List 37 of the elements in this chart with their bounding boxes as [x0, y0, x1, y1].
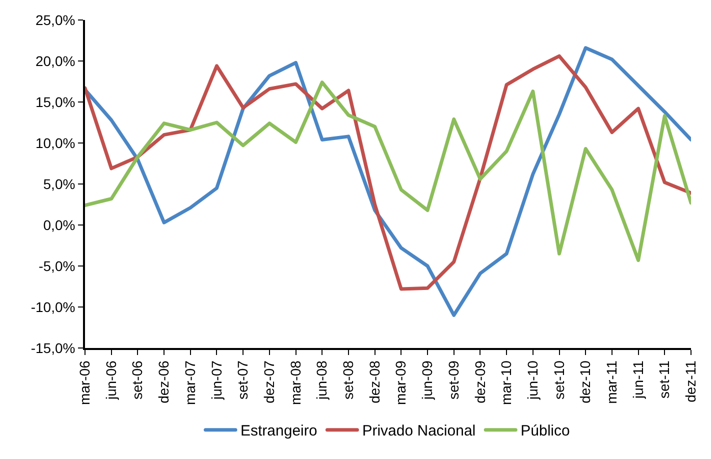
y-tick-label: 15,0%	[35, 94, 76, 110]
x-tick-label: dez-07	[260, 360, 277, 404]
x-tick-label: jun-07	[208, 360, 224, 401]
line-series	[85, 80, 691, 262]
y-tick-label: 10,0%	[35, 134, 76, 151]
x-tick-label: jun-08	[314, 360, 330, 401]
x-tick-label: mar-07	[182, 360, 198, 405]
x-tick-label: set-10	[550, 360, 567, 400]
legend-label: Estrangeiro	[240, 422, 318, 440]
x-tick-label: dez-11	[682, 360, 699, 402]
x-tick-label: set-11	[656, 360, 672, 398]
x-tick-label: dez-06	[156, 360, 172, 404]
y-tick-label: 0,0%	[43, 216, 76, 233]
x-tick-label: dez-09	[472, 360, 488, 404]
x-tick-label: mar-11	[604, 360, 620, 404]
x-tick-label: jun-11	[630, 360, 646, 400]
y-tick-label: -5,0%	[38, 258, 76, 274]
y-tick-label: 20,0%	[35, 52, 76, 69]
x-tick-label: jun-06	[102, 360, 119, 401]
x-tick-label: dez-08	[366, 360, 382, 404]
legend-label: Privado Nacional	[362, 422, 476, 440]
y-tick-label: 25,0%	[35, 12, 76, 28]
y-tick-label: -15,0%	[30, 340, 76, 356]
x-tick-label: set-08	[340, 360, 356, 400]
x-tick-label: mar-06	[76, 360, 93, 405]
x-tick-label: mar-08	[287, 360, 304, 405]
x-tick-label: set-06	[129, 360, 146, 400]
x-tick-label: dez-10	[577, 360, 594, 404]
x-tick-label: set-09	[445, 360, 462, 400]
y-tick-label: 5,0%	[43, 176, 76, 192]
x-tick-label: set-07	[234, 360, 251, 400]
x-tick-label: jun-10	[524, 360, 540, 401]
x-tick-label: mar-10	[498, 360, 514, 405]
x-tick-label: mar-09	[392, 360, 409, 405]
y-tick-label: -10,0%	[30, 298, 76, 315]
legend-label: Público	[520, 422, 570, 440]
x-tick-label: jun-09	[419, 360, 436, 401]
